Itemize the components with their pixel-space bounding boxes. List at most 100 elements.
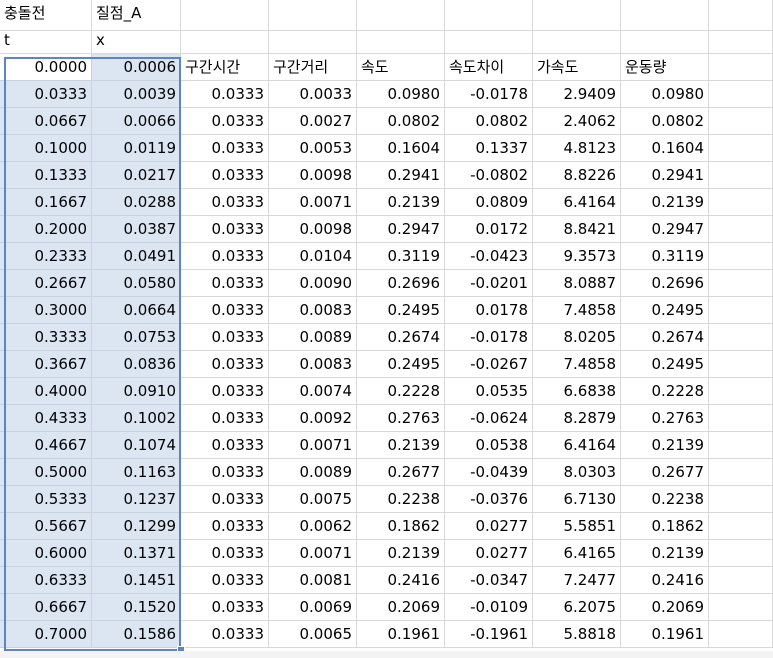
table-cell[interactable]: 0.0178 [445, 297, 533, 324]
table-cell[interactable]: 0.0071 [269, 540, 357, 567]
table-cell-empty[interactable] [709, 108, 773, 135]
table-cell[interactable]: 0.3000 [0, 297, 92, 324]
table-cell[interactable]: 0.2416 [357, 567, 445, 594]
cell-header_row2-5[interactable] [445, 27, 533, 54]
table-cell[interactable]: 0.2947 [357, 216, 445, 243]
table-cell[interactable]: 0.6667 [0, 594, 92, 621]
table-cell[interactable]: 0.0333 [181, 405, 269, 432]
table-cell[interactable]: 0.5333 [0, 486, 92, 513]
table-cell[interactable]: 0.0333 [181, 486, 269, 513]
table-cell[interactable]: 0.2228 [357, 378, 445, 405]
table-cell[interactable]: 4.8123 [533, 135, 621, 162]
table-cell[interactable]: 0.0753 [92, 324, 181, 351]
table-cell[interactable]: 0.2941 [357, 162, 445, 189]
table-cell[interactable]: 0.0333 [181, 513, 269, 540]
table-cell-empty[interactable] [709, 162, 773, 189]
table-cell[interactable]: 0.3119 [621, 243, 709, 270]
table-cell[interactable]: 5.8818 [533, 621, 621, 648]
table-cell[interactable]: 0.2238 [357, 486, 445, 513]
table-cell-empty[interactable] [709, 405, 773, 432]
table-cell[interactable]: 0.2674 [357, 324, 445, 351]
table-cell[interactable]: 0.0074 [269, 378, 357, 405]
cell-row3-8[interactable] [709, 54, 773, 81]
cell-header_row1-1[interactable]: 질점_A [92, 0, 181, 31]
table-cell[interactable]: 0.0062 [269, 513, 357, 540]
table-cell[interactable]: 0.1299 [92, 513, 181, 540]
table-cell[interactable]: 0.0333 [181, 270, 269, 297]
table-cell[interactable]: 0.0387 [92, 216, 181, 243]
table-cell[interactable]: 2.4062 [533, 108, 621, 135]
cell-header_row2-2[interactable] [181, 27, 269, 54]
table-cell[interactable]: -0.1961 [445, 621, 533, 648]
table-cell-empty[interactable] [709, 621, 773, 648]
table-cell[interactable]: 0.0033 [269, 81, 357, 108]
table-cell[interactable]: 0.3667 [0, 351, 92, 378]
table-cell[interactable]: -0.0802 [445, 162, 533, 189]
table-cell[interactable]: -0.0423 [445, 243, 533, 270]
table-cell[interactable]: 0.3333 [0, 324, 92, 351]
table-cell[interactable]: 0.2763 [621, 405, 709, 432]
cell-header_row1-0[interactable]: 충돌전 [0, 0, 92, 31]
table-cell[interactable]: 0.2674 [621, 324, 709, 351]
table-cell[interactable]: 0.0333 [181, 189, 269, 216]
table-cell[interactable]: 0.0333 [181, 432, 269, 459]
table-cell[interactable]: 0.1667 [0, 189, 92, 216]
table-cell[interactable]: 0.0071 [269, 189, 357, 216]
table-cell[interactable]: 0.0836 [92, 351, 181, 378]
table-cell[interactable]: 0.0333 [181, 378, 269, 405]
table-cell[interactable]: 0.0664 [92, 297, 181, 324]
table-cell[interactable]: 0.2495 [357, 351, 445, 378]
table-cell[interactable]: 0.0119 [92, 135, 181, 162]
table-cell[interactable]: 0.1002 [92, 405, 181, 432]
table-cell[interactable]: 9.3573 [533, 243, 621, 270]
table-cell[interactable]: 0.0333 [181, 216, 269, 243]
table-cell[interactable]: 0.0538 [445, 432, 533, 459]
cell-header_row2-7[interactable] [621, 27, 709, 54]
table-cell-empty[interactable] [709, 459, 773, 486]
cell-header_row1-4[interactable] [357, 0, 445, 31]
table-cell[interactable]: 6.7130 [533, 486, 621, 513]
table-cell[interactable]: 0.1163 [92, 459, 181, 486]
table-cell[interactable]: 0.0980 [621, 81, 709, 108]
table-cell[interactable]: 6.4164 [533, 432, 621, 459]
cell-header_row1-2[interactable] [181, 0, 269, 31]
cell-row3-2[interactable]: 구간시간 [181, 54, 269, 81]
cell-header_row2-6[interactable] [533, 27, 621, 54]
table-cell[interactable]: 0.0039 [92, 81, 181, 108]
table-cell[interactable]: -0.0109 [445, 594, 533, 621]
table-cell[interactable]: 0.0053 [269, 135, 357, 162]
table-cell[interactable]: 0.7000 [0, 621, 92, 648]
table-cell[interactable]: 0.6000 [0, 540, 92, 567]
table-cell[interactable]: -0.0267 [445, 351, 533, 378]
table-cell[interactable]: 0.2677 [357, 459, 445, 486]
table-cell[interactable]: 5.5851 [533, 513, 621, 540]
table-cell[interactable]: 0.2228 [621, 378, 709, 405]
table-cell[interactable]: 0.0333 [181, 324, 269, 351]
table-cell[interactable]: 0.2696 [621, 270, 709, 297]
table-cell[interactable]: 0.0027 [269, 108, 357, 135]
table-cell[interactable]: 0.2947 [621, 216, 709, 243]
cell-header_row2-3[interactable] [269, 27, 357, 54]
table-cell[interactable]: 0.0333 [181, 135, 269, 162]
table-cell[interactable]: 0.2139 [621, 189, 709, 216]
table-cell-empty[interactable] [709, 189, 773, 216]
cell-row3-6[interactable]: 가속도 [533, 54, 621, 81]
table-cell[interactable]: 0.2696 [357, 270, 445, 297]
table-cell-empty[interactable] [709, 594, 773, 621]
table-cell[interactable]: 0.1371 [92, 540, 181, 567]
table-cell[interactable]: 6.4165 [533, 540, 621, 567]
table-cell[interactable]: 0.2139 [621, 540, 709, 567]
table-cell[interactable]: 7.4858 [533, 297, 621, 324]
table-cell[interactable]: -0.0178 [445, 324, 533, 351]
table-cell[interactable]: 0.0333 [181, 621, 269, 648]
table-cell[interactable]: 0.1604 [357, 135, 445, 162]
table-cell[interactable]: 0.2667 [0, 270, 92, 297]
table-cell[interactable]: 0.2139 [621, 432, 709, 459]
table-cell[interactable]: 0.6333 [0, 567, 92, 594]
table-cell[interactable]: 0.2495 [621, 351, 709, 378]
table-cell[interactable]: 6.6838 [533, 378, 621, 405]
table-cell[interactable]: -0.0201 [445, 270, 533, 297]
table-cell[interactable]: 0.0333 [181, 108, 269, 135]
table-cell[interactable]: 0.0535 [445, 378, 533, 405]
table-cell[interactable]: 0.0092 [269, 405, 357, 432]
